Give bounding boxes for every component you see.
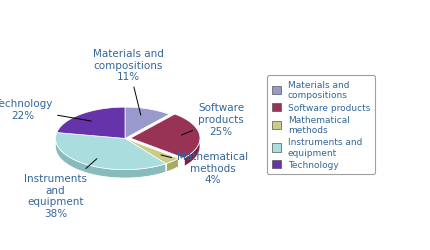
Text: Mathematical
methods
4%: Mathematical methods 4% [160,151,248,184]
Polygon shape [166,159,178,172]
Polygon shape [184,139,200,167]
Polygon shape [55,133,166,170]
Polygon shape [130,114,200,158]
Text: Software
products
25%: Software products 25% [181,103,243,136]
Text: Technology
22%: Technology 22% [0,99,91,122]
Polygon shape [125,139,178,164]
Text: Instruments
and
equipment
38%: Instruments and equipment 38% [24,159,97,218]
Legend: Materials and
compositions, Software products, Mathematical
methods, Instruments: Materials and compositions, Software pro… [266,76,374,174]
Polygon shape [55,139,166,178]
Polygon shape [57,108,125,139]
Polygon shape [125,108,169,139]
Text: Materials and
compositions
11%: Materials and compositions 11% [93,49,163,116]
